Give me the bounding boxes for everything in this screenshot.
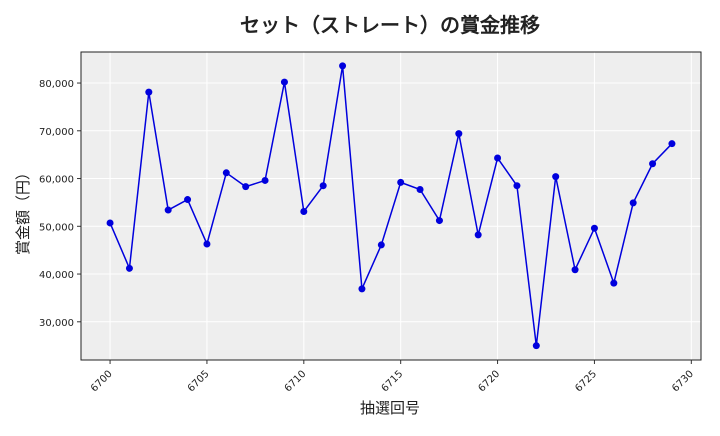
data-point bbox=[164, 206, 172, 214]
data-point bbox=[629, 199, 637, 207]
x-tick-label: 6730 bbox=[670, 369, 696, 395]
data-point bbox=[358, 285, 366, 293]
x-tick-label: 6705 bbox=[186, 369, 212, 395]
data-point bbox=[242, 183, 250, 191]
y-tick-label: 80,000 bbox=[39, 79, 74, 90]
data-point bbox=[513, 182, 521, 190]
y-tick-label: 60,000 bbox=[39, 175, 74, 186]
x-tick-label: 6725 bbox=[573, 369, 599, 395]
grid-lines bbox=[81, 52, 701, 360]
data-point bbox=[280, 78, 288, 86]
plot-area bbox=[81, 52, 701, 360]
data-point bbox=[106, 219, 114, 227]
data-point bbox=[300, 207, 308, 215]
data-point bbox=[319, 182, 327, 190]
y-axis-label: 賞金額（円） bbox=[14, 165, 32, 255]
series-layer bbox=[106, 62, 676, 350]
data-point bbox=[203, 240, 211, 248]
y-tick-label: 70,000 bbox=[39, 127, 74, 138]
data-point bbox=[416, 186, 424, 194]
chart-title: セット（ストレート）の賞金推移 bbox=[240, 13, 540, 37]
data-point bbox=[455, 130, 463, 138]
data-point bbox=[494, 154, 502, 162]
data-point bbox=[590, 224, 598, 232]
y-tick-label: 50,000 bbox=[39, 222, 74, 233]
x-tick-label: 6700 bbox=[89, 369, 115, 395]
data-point bbox=[571, 266, 579, 274]
data-point bbox=[222, 169, 230, 177]
data-point bbox=[474, 231, 482, 239]
data-point bbox=[261, 176, 269, 184]
y-tick-label: 40,000 bbox=[39, 270, 74, 281]
data-point bbox=[377, 241, 385, 249]
x-tick-label: 6715 bbox=[380, 369, 406, 395]
data-point bbox=[435, 217, 443, 225]
x-axis-label: 抽選回号 bbox=[360, 399, 420, 417]
data-point bbox=[532, 342, 540, 350]
data-point bbox=[668, 140, 676, 148]
data-point bbox=[184, 196, 192, 204]
data-point bbox=[649, 160, 657, 168]
data-point bbox=[339, 62, 347, 70]
data-point bbox=[552, 173, 560, 181]
data-point bbox=[397, 178, 405, 186]
series-line bbox=[109, 65, 673, 346]
x-tick-label: 6720 bbox=[476, 369, 502, 395]
y-tick-label: 30,000 bbox=[39, 318, 74, 329]
data-point bbox=[610, 279, 618, 287]
x-tick-label: 6710 bbox=[283, 369, 309, 395]
plot-border bbox=[80, 51, 702, 361]
data-point bbox=[145, 88, 153, 96]
data-point bbox=[125, 264, 133, 272]
